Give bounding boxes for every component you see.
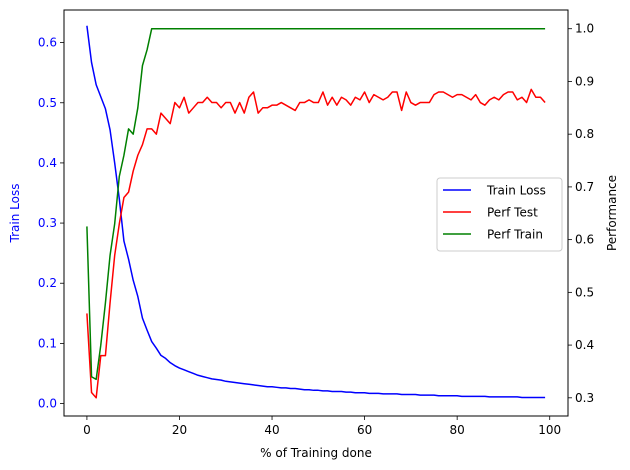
left-tick-label: 0.0 — [38, 397, 57, 411]
right-tick-label: 0.7 — [575, 180, 594, 194]
left-tick-label: 0.4 — [38, 156, 57, 170]
x-tick-label: 80 — [450, 423, 465, 437]
right-tick-label: 0.3 — [575, 391, 594, 405]
x-tick-label: 40 — [264, 423, 279, 437]
right-axis-label: Performance — [605, 175, 619, 251]
left-tick-label: 0.5 — [38, 96, 57, 110]
left-tick-label: 0.3 — [38, 216, 57, 230]
right-tick-label: 0.5 — [575, 285, 594, 299]
right-axis-ticks: 0.3 0.4 0.5 0.6 0.7 0.8 0.9 1.0 — [568, 22, 594, 405]
x-tick-label: 60 — [357, 423, 372, 437]
series-line-train-loss — [86, 25, 546, 399]
x-tick-label: 20 — [172, 423, 187, 437]
legend-label-perf-train: Perf Train — [487, 228, 543, 242]
right-tick-label: 1.0 — [575, 22, 594, 36]
left-tick-label: 0.6 — [38, 36, 57, 50]
x-axis-label: % of Training done — [260, 446, 372, 460]
left-tick-label: 0.1 — [38, 336, 57, 350]
left-axis-ticks: 0.0 0.1 0.2 0.3 0.4 0.5 0.6 — [38, 36, 64, 411]
series-layer — [86, 25, 546, 399]
legend: Train Loss Perf Test Perf Train — [436, 177, 563, 252]
legend-box — [436, 177, 563, 252]
series-line-perf-train — [86, 27, 546, 381]
left-axis-label: Train Loss — [8, 184, 22, 244]
x-tick-label: 100 — [538, 423, 561, 437]
right-tick-label: 0.6 — [575, 233, 594, 247]
plot-frame — [63, 9, 569, 417]
legend-label-perf-test: Perf Test — [487, 206, 538, 220]
x-tick-label: 0 — [83, 423, 91, 437]
right-tick-label: 0.4 — [575, 338, 594, 352]
left-tick-label: 0.2 — [38, 276, 57, 290]
x-axis-ticks: 0 20 40 60 80 100 — [83, 416, 561, 437]
right-tick-label: 0.8 — [575, 127, 594, 141]
legend-label-train-loss: Train Loss — [486, 184, 546, 198]
series-line-perf-test — [86, 88, 546, 399]
right-tick-label: 0.9 — [575, 74, 594, 88]
